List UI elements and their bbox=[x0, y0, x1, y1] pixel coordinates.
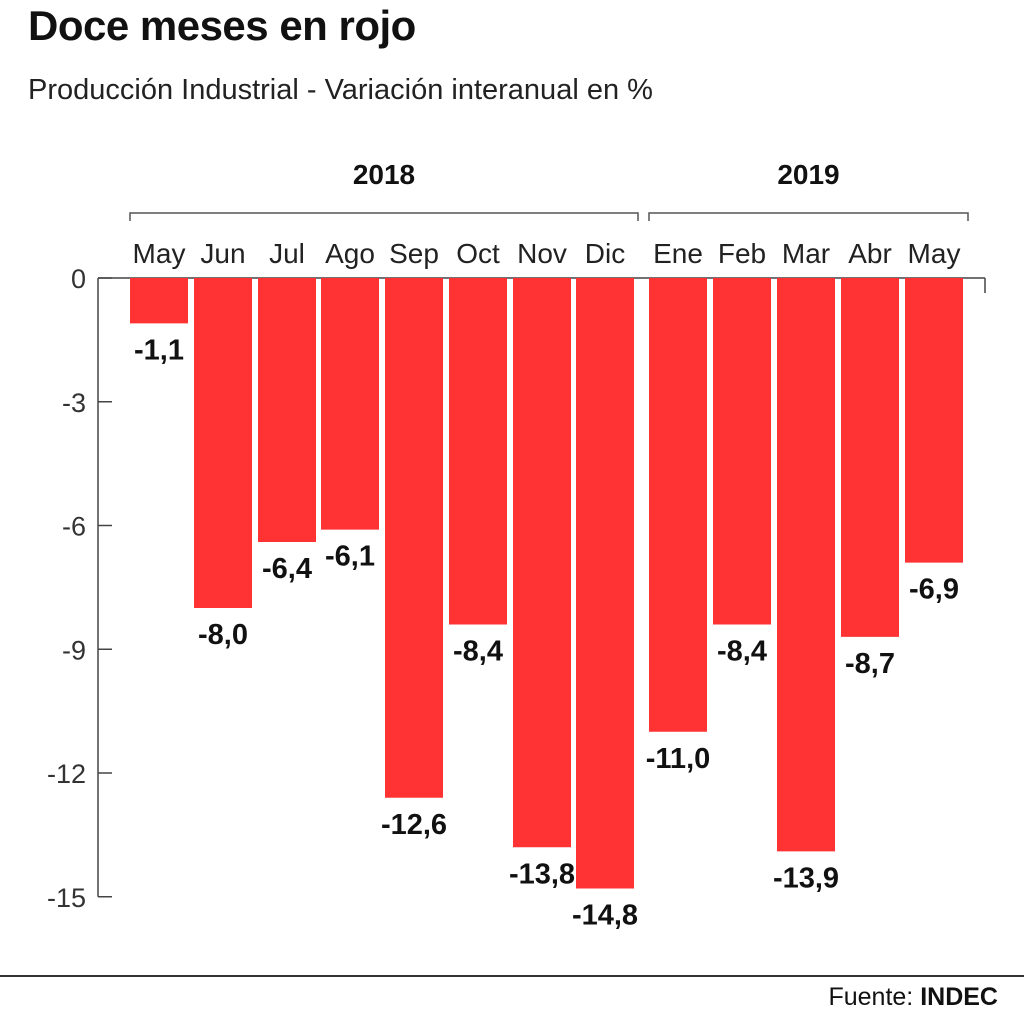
bar bbox=[258, 278, 316, 542]
bar-chart: 0 -3 -6 -9 -12 -15 2018 2019 May -1,1 Jun -8,0 Jul -6… bbox=[46, 159, 986, 932]
chart-subtitle: Producción Industrial - Variación intera… bbox=[28, 74, 653, 106]
value-label: -13,8 bbox=[509, 858, 575, 890]
bar bbox=[777, 278, 835, 852]
value-label: -6,4 bbox=[262, 553, 312, 585]
month-label: Mar bbox=[782, 238, 830, 269]
month-label: Abr bbox=[848, 238, 892, 269]
y-tick-label: -6 bbox=[62, 512, 86, 542]
y-tick-label: -3 bbox=[62, 388, 86, 418]
month-label: Nov bbox=[517, 238, 567, 269]
bar bbox=[321, 278, 379, 530]
value-label: -8,4 bbox=[453, 636, 503, 668]
month-label: Jun bbox=[200, 238, 245, 269]
value-label: -11,0 bbox=[646, 743, 711, 775]
chart-title: Doce meses en rojo bbox=[28, 2, 416, 49]
month-label: Ene bbox=[653, 238, 703, 269]
year-label: 2019 bbox=[777, 159, 839, 190]
value-label: -6,9 bbox=[909, 574, 959, 606]
value-label: -6,1 bbox=[325, 541, 375, 573]
y-tick-label: -12 bbox=[47, 759, 86, 789]
footer-divider bbox=[0, 975, 1024, 977]
month-label: Jul bbox=[269, 238, 305, 269]
bar bbox=[385, 278, 443, 798]
bar bbox=[194, 278, 252, 608]
year-label: 2018 bbox=[353, 159, 415, 190]
value-label: -1,1 bbox=[134, 334, 184, 366]
bar bbox=[576, 278, 634, 889]
bar bbox=[513, 278, 571, 848]
year-bracket bbox=[648, 212, 969, 221]
value-label: -14,8 bbox=[572, 900, 638, 932]
month-label: Ago bbox=[325, 238, 375, 269]
y-tick-label: -9 bbox=[62, 635, 86, 665]
bar bbox=[713, 278, 771, 625]
value-label: -12,6 bbox=[381, 809, 447, 841]
source-label: Fuente: bbox=[828, 983, 914, 1011]
value-label: -8,4 bbox=[717, 636, 767, 668]
bar bbox=[130, 278, 188, 324]
month-label: Feb bbox=[718, 238, 766, 269]
bar bbox=[841, 278, 899, 637]
bar bbox=[449, 278, 507, 625]
bar bbox=[905, 278, 963, 563]
month-label: May bbox=[133, 238, 186, 269]
source-value: INDEC bbox=[920, 983, 998, 1011]
value-label: -8,0 bbox=[198, 619, 248, 651]
month-label: Oct bbox=[456, 238, 500, 269]
y-tick-label: -15 bbox=[47, 883, 86, 913]
source-note: Fuente: INDEC bbox=[828, 983, 998, 1012]
month-label: Sep bbox=[389, 238, 439, 269]
value-label: -13,9 bbox=[773, 862, 839, 894]
month-label: May bbox=[908, 238, 961, 269]
bar bbox=[649, 278, 707, 732]
month-label: Dic bbox=[585, 238, 625, 269]
value-label: -8,7 bbox=[845, 648, 895, 680]
y-tick-label: 0 bbox=[71, 264, 86, 294]
year-bracket bbox=[129, 212, 639, 221]
